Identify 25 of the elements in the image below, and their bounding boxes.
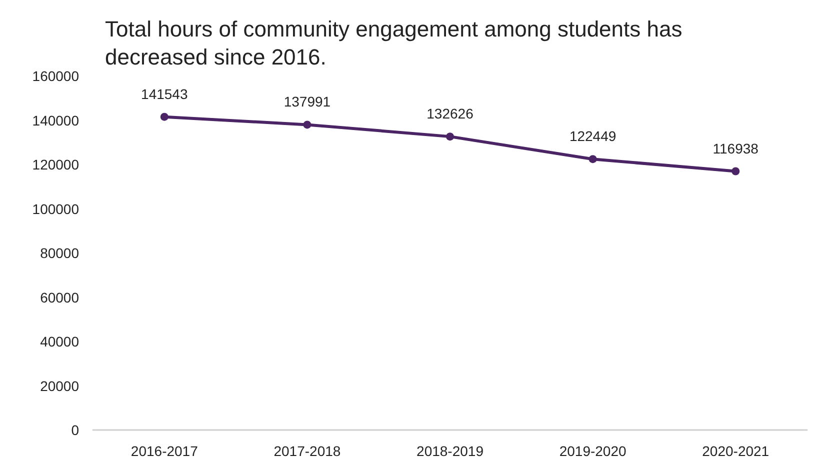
y-tick-label: 120000 xyxy=(32,156,80,172)
y-tick-label: 160000 xyxy=(32,68,80,84)
y-tick-label: 80000 xyxy=(40,245,80,261)
point xyxy=(160,112,168,121)
y-tick-label: 60000 xyxy=(40,289,80,306)
x-tick-label: 2016-2017 xyxy=(130,443,198,459)
point xyxy=(446,132,454,141)
y-tick-label: 0 xyxy=(71,422,80,438)
x-tick-label: 2018-2019 xyxy=(416,443,484,459)
chart-title: Total hours of community engagement among students has decreased since 2016. xyxy=(105,16,688,70)
x-tick-label: 2019-2020 xyxy=(559,443,626,459)
data-label: 137991 xyxy=(284,94,331,110)
data-label: 132626 xyxy=(426,106,474,122)
x-tick-label: 2020-2021 xyxy=(702,443,770,459)
point xyxy=(732,167,740,176)
y-tick-label: 40000 xyxy=(40,334,80,350)
data-label: 122449 xyxy=(569,128,616,144)
point xyxy=(303,120,312,129)
x-tick-label: 2017-2018 xyxy=(274,443,341,459)
y-tick-label: 20000 xyxy=(40,378,80,394)
data-label: 141543 xyxy=(141,86,188,102)
y-tick-label: 140000 xyxy=(32,112,80,128)
point xyxy=(588,155,597,164)
data-label: 116938 xyxy=(712,140,759,156)
y-tick-label: 100000 xyxy=(32,200,80,217)
